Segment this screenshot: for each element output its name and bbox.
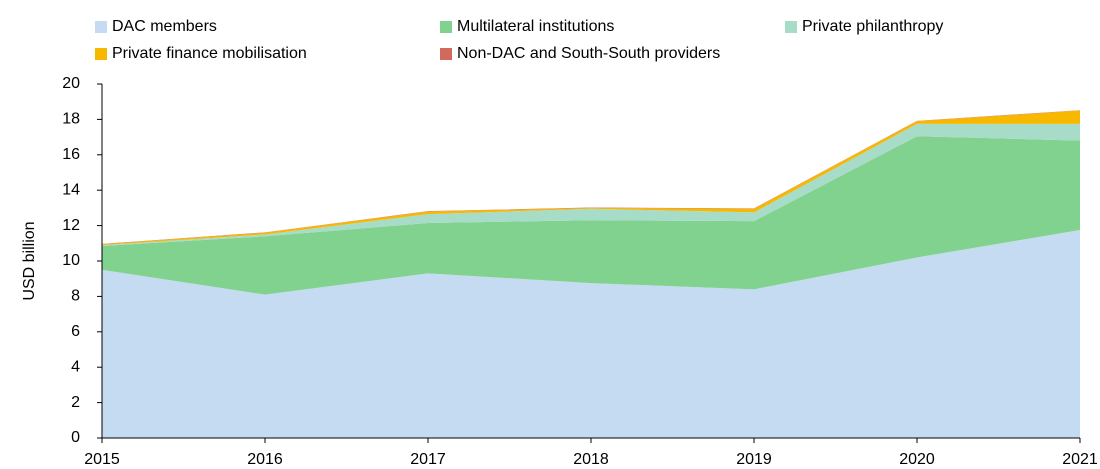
x-tick-label: 2017 — [410, 451, 446, 468]
x-tick-label: 2015 — [84, 451, 120, 468]
legend-label: DAC members — [112, 18, 217, 35]
y-tick-label: 0 — [71, 429, 80, 446]
legend-label: Private philanthropy — [802, 18, 943, 35]
y-tick-label: 12 — [62, 217, 80, 234]
legend-label: Non-DAC and South-South providers — [457, 45, 720, 62]
area — [102, 230, 1080, 438]
legend-label: Private finance mobilisation — [112, 45, 307, 62]
x-tick-label: 2018 — [573, 451, 609, 468]
legend-swatch — [785, 21, 797, 33]
x-tick-label: 2019 — [736, 451, 772, 468]
y-tick-label: 14 — [62, 181, 80, 198]
y-tick-label: 2 — [71, 394, 80, 411]
x-tick-label: 2016 — [247, 451, 283, 468]
area — [102, 123, 1080, 246]
y-tick-label: 16 — [62, 146, 80, 163]
y-tick-label: 18 — [62, 111, 80, 128]
y-tick-label: 6 — [71, 323, 80, 340]
y-tick-label: 10 — [62, 252, 80, 269]
legend-swatch — [95, 48, 107, 60]
legend-swatch — [440, 48, 452, 60]
x-tick-label: 2020 — [899, 451, 935, 468]
legend-swatch — [440, 21, 452, 33]
y-tick-label: 8 — [71, 288, 80, 305]
y-tick-label: 4 — [71, 358, 80, 375]
y-tick-label: 20 — [62, 75, 80, 92]
x-tick-label: 2021 — [1062, 451, 1098, 468]
area — [102, 136, 1080, 295]
y-axis-label: USD billion — [21, 221, 38, 300]
legend-swatch — [95, 21, 107, 33]
legend-label: Multilateral institutions — [457, 18, 614, 35]
